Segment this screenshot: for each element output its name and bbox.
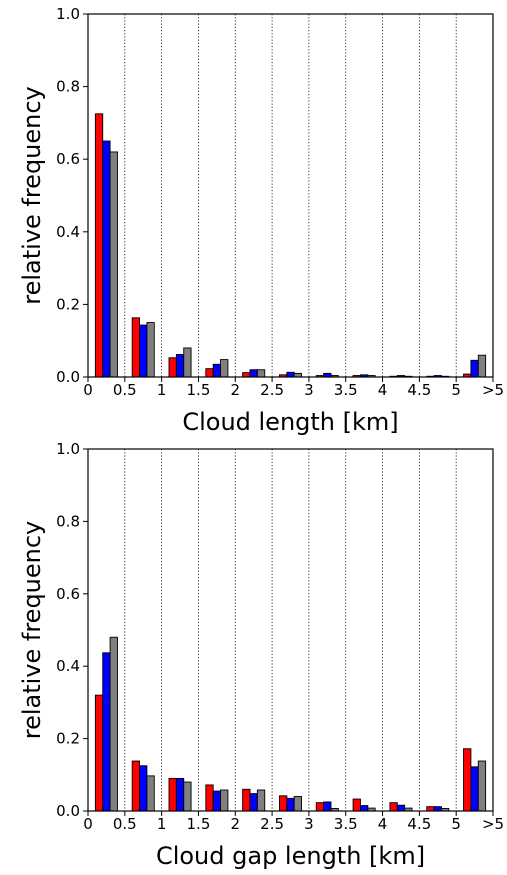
- x-tick-label: 2: [230, 381, 240, 399]
- bar: [477, 354, 487, 378]
- bar: [183, 781, 192, 812]
- bar: [220, 359, 229, 378]
- bar: [286, 371, 295, 378]
- y-tick-label: 0.6: [56, 150, 80, 168]
- y-tick-label: 0.6: [56, 585, 80, 603]
- bar: [205, 784, 214, 812]
- bar: [352, 798, 361, 812]
- bar: [212, 790, 221, 812]
- x-tick-label: >5: [482, 381, 504, 399]
- y-tick-label: 0.0: [56, 802, 80, 820]
- y-tick-label: 0.0: [56, 368, 80, 386]
- bar: [433, 806, 442, 812]
- bar: [139, 765, 148, 812]
- x-tick-label: 0: [83, 815, 93, 833]
- bar: [205, 368, 214, 378]
- x-tick-label: 4.5: [407, 381, 431, 399]
- x-tick-label: 4.5: [407, 815, 431, 833]
- x-tick-label: 3: [304, 815, 314, 833]
- bar: [242, 788, 251, 812]
- x-tick-label: 3.5: [334, 815, 358, 833]
- plot-frame: [87, 448, 494, 812]
- bar: [426, 806, 435, 812]
- x-tick-label: 1.5: [187, 815, 211, 833]
- x-axis-label: Cloud length [km]: [182, 408, 398, 436]
- cloud-gap-length-chart: 0.0 0.2 0.4 0.6 0.8 1.0 0 0.5 1 1.5 2 2.5 3 3.5 4 4.5 5…: [18, 440, 504, 870]
- y-axis-ticks: 0.0 0.2 0.4 0.6 0.8 1.0: [56, 5, 88, 386]
- bar: [396, 804, 406, 812]
- y-tick-label: 0.2: [56, 295, 80, 313]
- bar: [146, 775, 155, 812]
- x-tick-label: 0: [83, 381, 93, 399]
- bar: [102, 140, 111, 378]
- bar: [220, 789, 229, 812]
- bar: [175, 354, 185, 378]
- x-tick-label: 0.5: [113, 381, 137, 399]
- bar: [109, 636, 118, 812]
- bar: [315, 802, 325, 812]
- bar: [168, 777, 177, 812]
- x-tick-label: 2.5: [260, 815, 284, 833]
- x-axis-label: Cloud gap length [km]: [156, 842, 425, 870]
- bar: [102, 652, 111, 812]
- cloud-length-chart: 0.0 0.2 0.4 0.6 0.8 1.0 0 0.5 1 1.5 2 2.5 3 3.5 4 4.5 5…: [18, 5, 504, 436]
- y-tick-label: 0.8: [56, 512, 80, 530]
- vertical-grid-lines: [124, 449, 457, 811]
- bar: [256, 789, 266, 812]
- x-tick-label: 1: [157, 381, 167, 399]
- bar: [146, 322, 155, 378]
- x-tick-label: 5: [451, 381, 461, 399]
- bar: [389, 802, 398, 812]
- y-tick-label: 0.2: [56, 730, 80, 748]
- bar: [175, 777, 185, 812]
- bar: [212, 363, 221, 378]
- x-tick-label: 2: [230, 815, 240, 833]
- x-tick-label: 1.5: [187, 381, 211, 399]
- y-tick-label: 0.4: [56, 223, 80, 241]
- bar: [168, 357, 177, 378]
- x-tick-label: 4: [378, 815, 388, 833]
- bar: [470, 766, 479, 812]
- bar: [470, 359, 479, 378]
- bar: [463, 748, 472, 812]
- x-axis-ticks: 0 0.5 1 1.5 2 2.5 3 3.5 4 4.5 5 >5: [83, 377, 504, 399]
- bar: [109, 151, 118, 378]
- bar: [279, 795, 288, 812]
- y-axis-ticks: 0.0 0.2 0.4 0.6 0.8 1.0: [56, 440, 88, 820]
- bar: [477, 760, 487, 812]
- bar: [131, 760, 140, 812]
- y-tick-label: 0.8: [56, 78, 80, 96]
- y-tick-label: 1.0: [56, 5, 80, 23]
- bar: [94, 694, 104, 812]
- bar: [256, 369, 266, 378]
- bar: [131, 317, 140, 378]
- x-tick-label: >5: [482, 815, 504, 833]
- y-axis-label: relative frequency: [18, 521, 46, 740]
- y-tick-label: 0.4: [56, 657, 80, 675]
- x-tick-label: 5: [451, 815, 461, 833]
- bar: [249, 793, 258, 812]
- bar: [139, 324, 148, 378]
- bar: [360, 805, 369, 812]
- plot-frame: [87, 13, 494, 378]
- y-axis-label: relative frequency: [18, 86, 46, 305]
- bar: [293, 796, 302, 812]
- x-tick-label: 1: [157, 815, 167, 833]
- bar: [94, 113, 104, 378]
- x-tick-label: 4: [378, 381, 388, 399]
- x-tick-label: 3.5: [334, 381, 358, 399]
- bar: [286, 797, 295, 812]
- x-axis-ticks: 0 0.5 1 1.5 2 2.5 3 3.5 4 4.5 5 >5: [83, 811, 504, 833]
- x-tick-label: 0.5: [113, 815, 137, 833]
- bar: [323, 801, 332, 812]
- x-tick-label: 3: [304, 381, 314, 399]
- bar: [249, 369, 258, 378]
- bar: [183, 347, 192, 378]
- x-tick-label: 2.5: [260, 381, 284, 399]
- y-tick-label: 1.0: [56, 440, 80, 458]
- bar: [242, 372, 251, 378]
